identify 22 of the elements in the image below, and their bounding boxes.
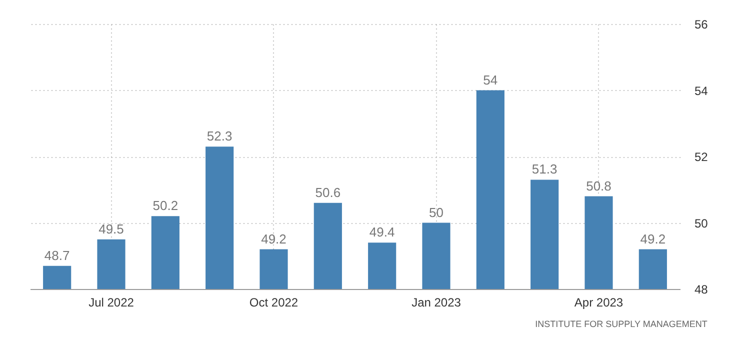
y-tick-label: 54 bbox=[694, 84, 708, 98]
x-tick-label: Apr 2023 bbox=[574, 296, 624, 310]
x-tick-label: Jul 2022 bbox=[88, 296, 134, 310]
data-label: 49.2 bbox=[640, 231, 666, 246]
x-tick-label: Jan 2023 bbox=[412, 296, 462, 310]
y-tick-label: 52 bbox=[694, 150, 708, 164]
data-label: 50.2 bbox=[152, 198, 178, 214]
data-label: 48.7 bbox=[44, 248, 70, 263]
y-tick-label: 48 bbox=[694, 282, 708, 296]
y-tick-label: 50 bbox=[694, 216, 708, 230]
data-label: 49.4 bbox=[369, 224, 395, 240]
data-label: 51.3 bbox=[532, 162, 558, 177]
data-label: 49.5 bbox=[98, 221, 124, 236]
data-label: 49.2 bbox=[261, 231, 286, 246]
x-tick-label: Oct 2022 bbox=[249, 296, 298, 310]
data-label: 52.3 bbox=[206, 128, 232, 144]
data-label: 50.8 bbox=[586, 178, 612, 194]
data-label: 54 bbox=[483, 72, 498, 88]
data-label: 50.6 bbox=[315, 184, 341, 200]
data-label: 50 bbox=[429, 204, 444, 220]
y-tick-label: 56 bbox=[694, 18, 708, 32]
text: INSTITUTE FOR SUPPLY MANAGEMENT bbox=[535, 319, 708, 329]
